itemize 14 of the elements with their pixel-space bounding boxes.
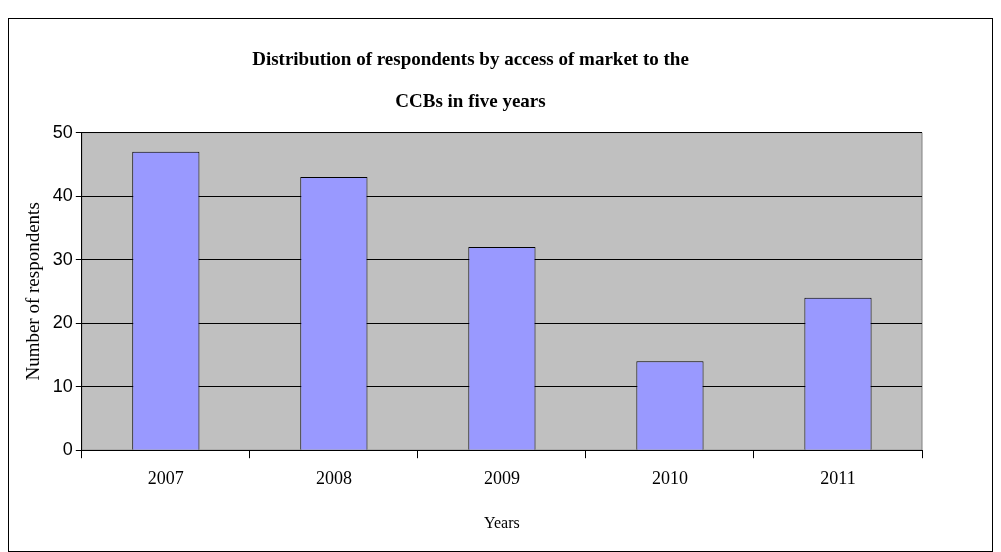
x-tick-label: 2009 [483, 467, 520, 488]
y-tick-label: 40 [52, 185, 73, 206]
y-axis-title: Number of respondents [22, 202, 44, 381]
x-axis-title: Years [484, 513, 520, 531]
x-tick-label: 2011 [820, 467, 856, 488]
x-tick-label: 2008 [315, 467, 352, 488]
chart-title: Distribution of respondents by access of market to the CCBs in five years [252, 47, 689, 111]
y-tick-label: 0 [62, 439, 73, 460]
x-tick-label: 2007 [147, 467, 184, 488]
y-tick-label: 20 [52, 312, 73, 333]
y-tick-label: 30 [52, 248, 73, 269]
x-tick-label: 2010 [651, 467, 688, 488]
y-tick-label: 10 [52, 375, 73, 396]
y-tick-label: 50 [52, 121, 73, 142]
